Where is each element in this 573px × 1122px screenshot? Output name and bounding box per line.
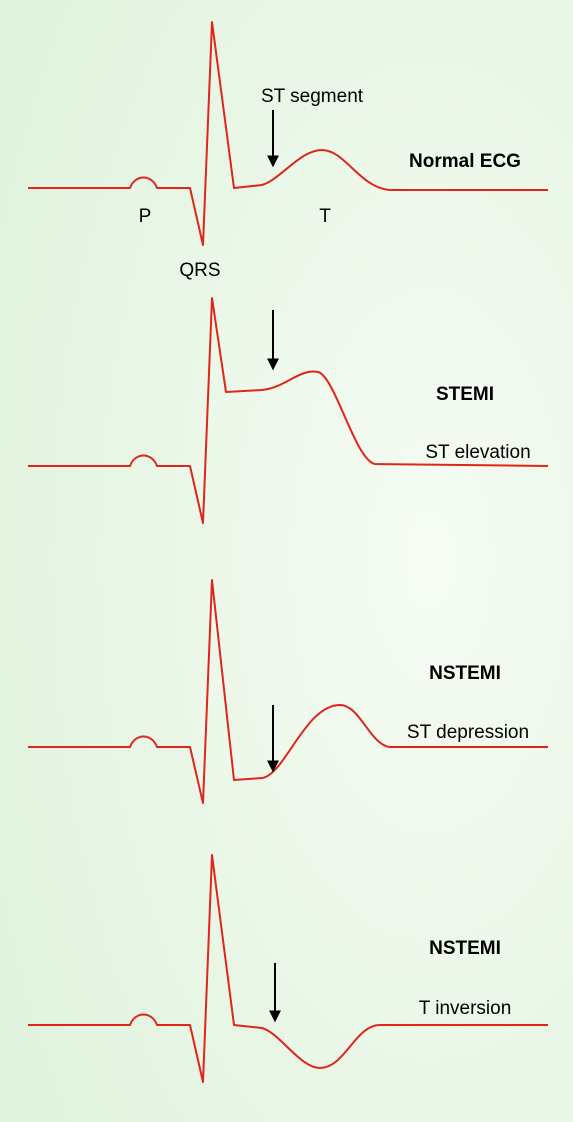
label: P (139, 206, 152, 227)
label: ST segment (261, 86, 364, 107)
title: STEMI (436, 384, 494, 405)
subtitle: T inversion (419, 998, 512, 1019)
label: QRS (179, 260, 220, 281)
ecg-trace (28, 854, 548, 1083)
title: Normal ECG (409, 151, 521, 172)
ecg-trace (28, 21, 548, 246)
title: NSTEMI (429, 938, 501, 959)
subtitle: ST depression (407, 722, 529, 743)
label: T (319, 206, 331, 227)
ecg-trace (28, 297, 549, 524)
subtitle: ST elevation (425, 442, 530, 463)
title: NSTEMI (429, 663, 501, 684)
ecg-trace (28, 579, 548, 804)
